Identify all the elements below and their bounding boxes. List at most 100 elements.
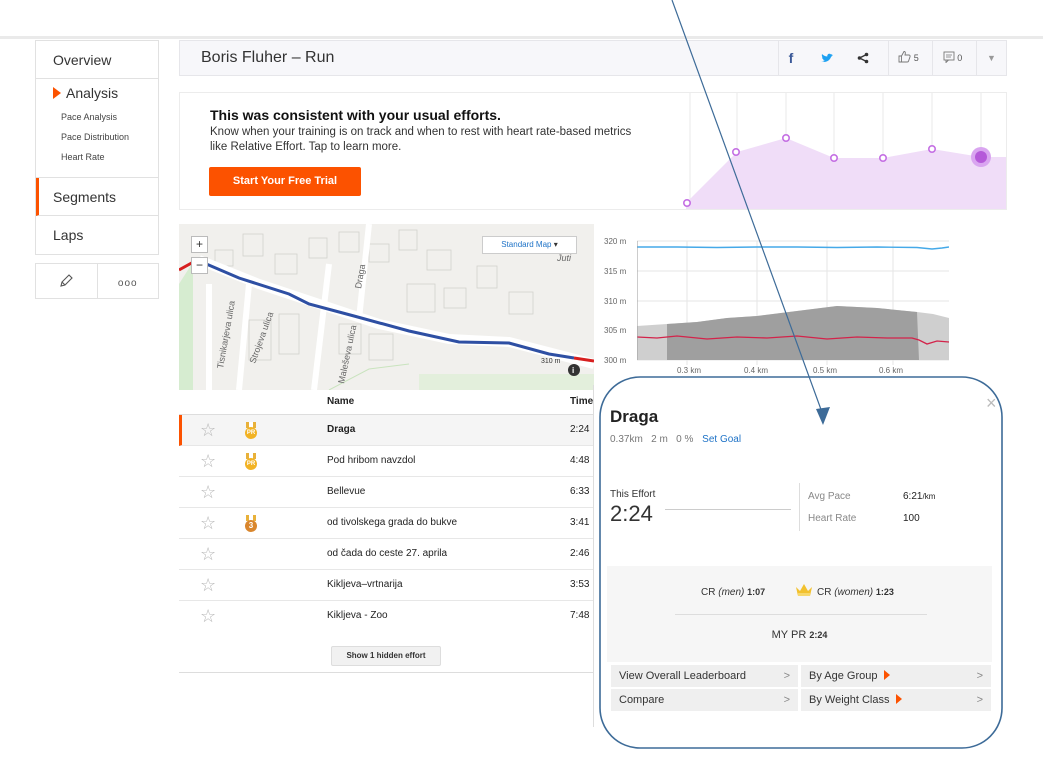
compare-link[interactable]: Compare > [611, 689, 798, 711]
segment-stats: 0.37km 2 m 0 % Set Goal [610, 434, 741, 445]
sidebar-item-overview[interactable]: Overview [36, 41, 158, 79]
sidebar-item-label: Laps [53, 227, 84, 243]
zoom-out-button[interactable]: − [191, 257, 208, 274]
start-free-trial-button[interactable]: Start Your Free Trial [209, 167, 361, 196]
chevron-right-icon: > [783, 694, 790, 706]
link-label: By Age Group [809, 670, 878, 682]
x-tick-label: 0.3 km [677, 366, 702, 375]
star-icon[interactable]: ☆ [200, 420, 217, 440]
facebook-button[interactable]: f [776, 41, 806, 75]
segment-time: 2:46 [570, 548, 590, 559]
set-goal-link[interactable]: Set Goal [702, 434, 742, 445]
kudos-button[interactable]: 5 [888, 41, 928, 75]
svg-text:i: i [572, 366, 574, 375]
my-pr: MY PR 2:24 [607, 629, 992, 641]
segment-name[interactable]: Pod hribom navzdol [327, 455, 416, 466]
star-icon[interactable]: ☆ [200, 544, 217, 564]
twitter-button[interactable] [810, 41, 844, 75]
sidebar-subitem-pace-analysis[interactable]: Pace Analysis [61, 112, 118, 122]
twitter-icon [821, 53, 833, 62]
segment-name[interactable]: Draga [327, 424, 356, 435]
by-age-group-link[interactable]: By Age Group > [801, 665, 991, 687]
segment-time: 4:48 [570, 455, 590, 466]
more-button[interactable]: ooo [96, 264, 159, 298]
segment-time: 3:41 [570, 517, 590, 528]
share-icon [857, 52, 869, 64]
by-weight-class-link[interactable]: By Weight Class > [801, 689, 991, 711]
segments-table: Name Time ☆ PR Draga 2:24 ☆ PR Pod hribo… [179, 390, 597, 673]
sidebar-item-analysis[interactable]: Analysis [36, 79, 158, 107]
x-tick-label: 0.5 km [813, 366, 838, 375]
route-map[interactable]: Tisnikarjeva ulica Strojeva ulica Maleše… [179, 224, 594, 390]
cr-men[interactable]: CR (men) 1:07 [701, 587, 765, 598]
table-row[interactable]: ☆ od čada do ceste 27. aprila 2:46 [179, 539, 597, 570]
elevation-profile[interactable]: 320 m 315 m 310 m 305 m 300 m 0.3 km 0.4… [604, 228, 949, 378]
table-row[interactable]: ☆ 3 od tivolskega grada do bukve 3:41 [179, 508, 597, 539]
chevron-right-icon: > [783, 670, 790, 682]
segment-elevation: 2 m [651, 434, 668, 445]
segment-name[interactable]: Bellevue [327, 486, 366, 497]
link-label: By Weight Class [809, 694, 890, 706]
segment-name[interactable]: Kiklјeva - Zoo [327, 610, 388, 621]
x-tick-label: 0.6 km [879, 366, 904, 375]
column-header-time[interactable]: Time [570, 396, 594, 407]
thumbs-up-icon [898, 51, 911, 63]
table-divider [179, 672, 597, 673]
table-row[interactable]: ☆ Kiklјeva - Zoo 7:48 [179, 601, 597, 632]
sidebar: Overview Analysis Pace Analysis Pace Dis… [35, 40, 159, 299]
sidebar-item-label: Analysis [66, 85, 119, 101]
table-row[interactable]: ☆ Bellevue 6:33 [179, 477, 597, 508]
premium-chevron-icon [895, 694, 902, 704]
sidebar-subitem-heart-rate[interactable]: Heart Rate [61, 152, 105, 162]
table-row[interactable]: ☆ PR Pod hribom navzdol 4:48 [179, 446, 597, 477]
table-header: Name Time [179, 390, 597, 415]
sidebar-nav: Overview Analysis Pace Analysis Pace Dis… [35, 40, 159, 255]
sidebar-item-segments[interactable]: Segments [36, 178, 158, 216]
sidebar-item-laps[interactable]: Laps [36, 216, 158, 254]
zoom-in-button[interactable]: + [191, 236, 208, 253]
relative-effort-promo[interactable]: This was consistent with your usual effo… [179, 92, 1007, 210]
third-place-medal-icon: 3 [245, 515, 257, 532]
share-button[interactable] [848, 41, 878, 75]
comments-count: 0 [957, 53, 963, 63]
segment-name[interactable]: od čada do ceste 27. aprila [327, 548, 448, 559]
star-icon[interactable]: ☆ [200, 513, 217, 533]
segment-distance: 0.37km [610, 434, 643, 445]
link-label: View Overall Leaderboard [619, 670, 746, 682]
cr-divider [675, 614, 927, 615]
more-icon: ooo [117, 278, 138, 289]
y-tick-label: 310 m [604, 297, 627, 306]
my-pr-time: 2:24 [809, 630, 828, 640]
table-row[interactable]: ☆ PR Draga 2:24 [179, 415, 597, 446]
cr-women-time: 1:23 [875, 587, 894, 597]
avg-pace-label: Avg Pace [808, 491, 851, 502]
cr-women-label: CR [817, 587, 832, 598]
show-hidden-effort-button[interactable]: Show 1 hidden effort [331, 646, 441, 666]
comment-icon [943, 51, 955, 64]
table-row[interactable]: ☆ Kiklјeva–vrtnarija 3:53 [179, 570, 597, 601]
cr-women[interactable]: CR (women) 1:23 [817, 587, 894, 598]
star-icon[interactable]: ☆ [200, 451, 217, 471]
star-icon[interactable]: ☆ [200, 606, 217, 626]
pencil-icon [60, 274, 74, 287]
sidebar-subitem-pace-distribution[interactable]: Pace Distribution [61, 132, 130, 142]
star-icon[interactable]: ☆ [200, 575, 217, 595]
y-tick-label: 320 m [604, 237, 627, 246]
star-icon[interactable]: ☆ [200, 482, 217, 502]
close-icon[interactable]: × [986, 393, 997, 413]
promo-text: Know when your training is on track and … [210, 126, 632, 153]
x-tick-label: 0.4 km [744, 366, 769, 375]
comments-button[interactable]: 0 [932, 41, 972, 75]
view-overall-leaderboard-link[interactable]: View Overall Leaderboard > [611, 665, 798, 687]
cr-women-gender: (women) [834, 587, 874, 598]
segment-name[interactable]: Kiklјeva–vrtnarija [327, 579, 403, 590]
more-actions-dropdown[interactable]: ▼ [976, 41, 1006, 75]
edit-button[interactable] [36, 264, 97, 298]
segment-name[interactable]: od tivolskega grada do bukve [327, 517, 458, 528]
column-header-name[interactable]: Name [327, 396, 355, 407]
map-type-select[interactable]: Standard Map ▾ [482, 236, 577, 254]
segment-time: 6:33 [570, 486, 590, 497]
segment-time: 7:48 [570, 610, 590, 621]
effort-divider [665, 509, 791, 510]
this-effort-label: This Effort [610, 489, 656, 500]
